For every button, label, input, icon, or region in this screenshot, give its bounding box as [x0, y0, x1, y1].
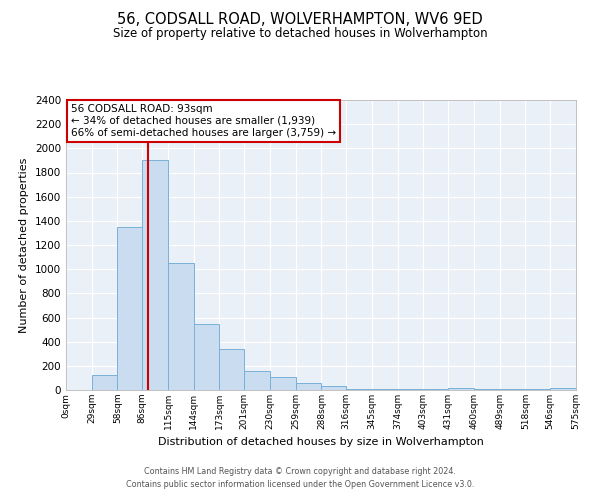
Bar: [296, 383, 322, 390]
Bar: [244, 370, 270, 390]
Bar: [220, 349, 244, 390]
Bar: [194, 324, 220, 390]
Bar: [550, 388, 576, 390]
Text: Contains public sector information licensed under the Open Government Licence v3: Contains public sector information licen…: [126, 480, 474, 489]
Bar: [118, 227, 142, 390]
Bar: [168, 263, 194, 390]
Text: Size of property relative to detached houses in Wolverhampton: Size of property relative to detached ho…: [113, 28, 487, 40]
Text: 56, CODSALL ROAD, WOLVERHAMPTON, WV6 9ED: 56, CODSALL ROAD, WOLVERHAMPTON, WV6 9ED: [117, 12, 483, 28]
Bar: [270, 376, 296, 390]
Y-axis label: Number of detached properties: Number of detached properties: [19, 158, 29, 332]
Text: 56 CODSALL ROAD: 93sqm
← 34% of detached houses are smaller (1,939)
66% of semi-: 56 CODSALL ROAD: 93sqm ← 34% of detached…: [71, 104, 336, 138]
Bar: [448, 388, 474, 390]
Bar: [322, 386, 346, 390]
Bar: [92, 375, 118, 390]
Text: Contains HM Land Registry data © Crown copyright and database right 2024.: Contains HM Land Registry data © Crown c…: [144, 467, 456, 476]
X-axis label: Distribution of detached houses by size in Wolverhampton: Distribution of detached houses by size …: [158, 438, 484, 448]
Bar: [142, 160, 168, 390]
